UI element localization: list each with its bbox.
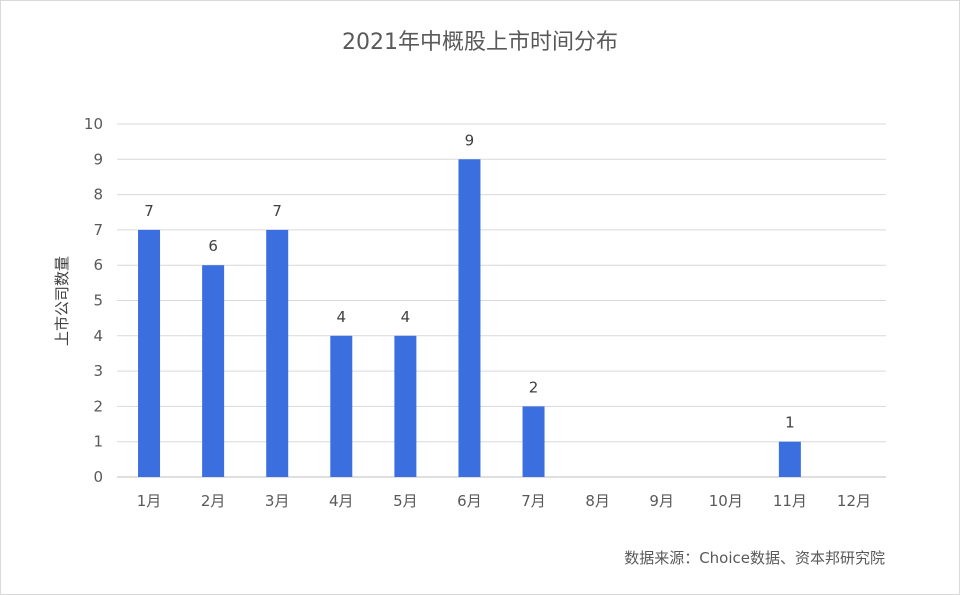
bar — [522, 406, 545, 477]
bar — [266, 229, 289, 477]
chart-title: 2021年中概股上市时间分布 — [342, 30, 618, 55]
y-tick-label: 5 — [93, 292, 103, 310]
bar — [330, 335, 353, 477]
x-tick-label: 4月 — [329, 492, 354, 510]
bar — [202, 265, 225, 477]
bar — [458, 159, 481, 478]
data-label: 1 — [785, 414, 795, 432]
x-tick-label: 1月 — [137, 492, 162, 510]
y-tick-label: 1 — [93, 433, 103, 451]
data-labels: 7 6 7 4 4 9 2 1 — [144, 131, 794, 431]
x-tick-label: 12月 — [837, 492, 871, 510]
gridlines — [117, 123, 886, 478]
y-tick-label: 10 — [84, 115, 103, 133]
y-tick-label: 7 — [93, 221, 103, 239]
y-tick-label: 8 — [93, 186, 103, 204]
x-tick-labels: 1月 2月 3月 4月 5月 6月 7月 8月 9月 10月 11月 12月 — [137, 492, 871, 510]
bar — [138, 229, 161, 477]
y-tick-label: 4 — [93, 327, 103, 345]
bar — [394, 335, 417, 477]
bars — [138, 159, 801, 478]
x-tick-label: 11月 — [773, 492, 807, 510]
x-tick-label: 9月 — [649, 492, 674, 510]
y-tick-labels: 0 1 2 3 4 5 6 7 8 9 10 — [84, 115, 103, 486]
y-axis-label: 上市公司数量 — [53, 256, 71, 346]
data-label: 7 — [272, 202, 282, 220]
x-tick-label: 5月 — [393, 492, 418, 510]
bar — [778, 441, 801, 477]
y-tick-label: 3 — [93, 362, 103, 380]
data-label: 2 — [529, 378, 539, 396]
x-tick-label: 6月 — [457, 492, 482, 510]
y-tick-label: 2 — [93, 397, 103, 415]
x-tick-label: 3月 — [265, 492, 290, 510]
y-tick-label: 0 — [93, 468, 103, 486]
data-label: 4 — [401, 308, 411, 326]
data-label: 7 — [144, 202, 154, 220]
x-tick-label: 10月 — [709, 492, 743, 510]
y-tick-label: 6 — [93, 256, 103, 274]
data-label: 4 — [337, 308, 347, 326]
data-label: 6 — [208, 237, 218, 255]
x-tick-label: 8月 — [585, 492, 610, 510]
x-tick-label: 7月 — [521, 492, 546, 510]
source-note: 数据来源：Choice数据、资本邦研究院 — [624, 549, 885, 567]
data-label: 9 — [465, 131, 475, 149]
y-tick-label: 9 — [93, 150, 103, 168]
x-tick-label: 2月 — [201, 492, 226, 510]
